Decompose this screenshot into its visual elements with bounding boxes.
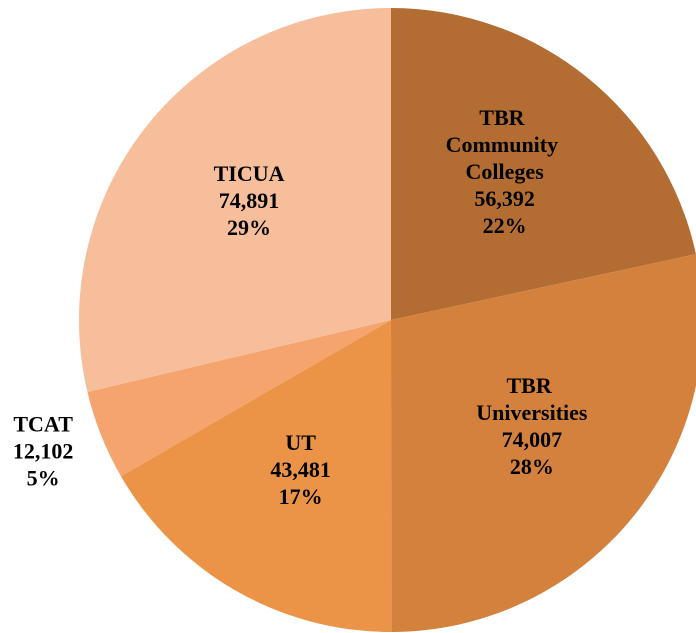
pie-slice [120,320,392,632]
pie-slice [87,320,391,477]
slice-label: TBR Universities [476,373,588,425]
percent-label: 22% [483,213,527,238]
value-label: 74,891 [219,188,280,213]
value-label: 56,392 [474,186,535,211]
percent-label: 29% [227,215,271,240]
slice-label: TICUA [214,161,285,186]
slice-label: TCAT [13,411,73,436]
slice-label-line: TBR [506,373,557,398]
slice-label-line: TICUA [214,161,285,186]
pie-slice [78,8,391,393]
slice-label-line: TBR [479,105,530,130]
slice-label: TBR Community Colleges [446,105,564,184]
slice-label-line: Colleges [466,159,545,184]
percent-label: 28% [510,454,554,479]
pie-slice [391,254,696,632]
pie-slice [391,8,696,320]
slice-label-line: Universities [476,400,588,425]
percent-label: 5% [27,465,60,490]
value-label: 74,007 [502,427,563,452]
value-label: 12,102 [13,438,74,463]
slice-label-line: TCAT [13,411,73,436]
percent-label: 17% [279,484,323,509]
slice-label-line: UT [285,430,316,455]
value-label: 43,481 [270,457,331,482]
slice-label-line: Community [446,132,564,157]
slice-label: UT [285,430,316,455]
